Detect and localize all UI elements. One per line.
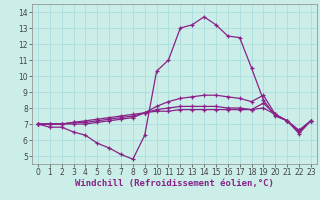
X-axis label: Windchill (Refroidissement éolien,°C): Windchill (Refroidissement éolien,°C) <box>75 179 274 188</box>
